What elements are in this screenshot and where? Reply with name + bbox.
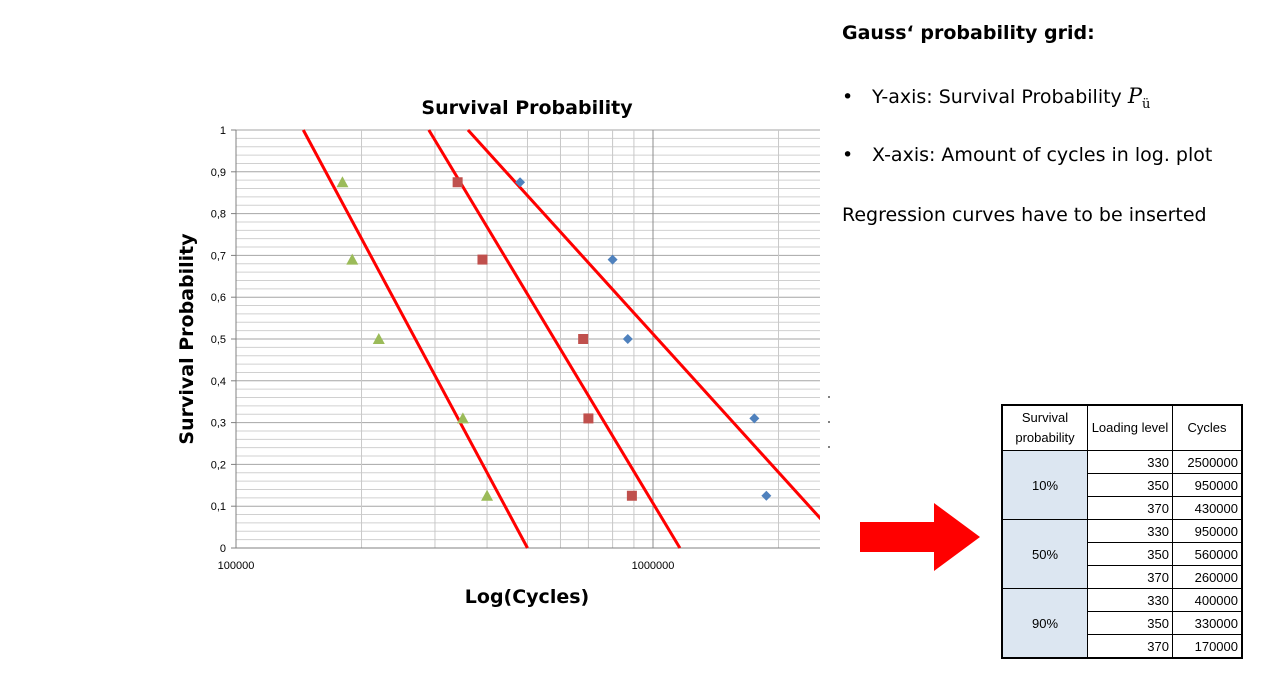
pu-symbol: Pü (1127, 84, 1151, 112)
loading-cell: 370 (1087, 565, 1173, 589)
table-row: 10% 330 2500000 (1001, 450, 1243, 520)
data-point-diamond (749, 413, 760, 424)
probability-cell: 50% (1001, 519, 1088, 589)
x-tick-label: 1000000 (632, 560, 675, 572)
y-tick-label: 0,7 (211, 250, 226, 262)
cycles-cell: 560000 (1172, 542, 1243, 566)
y-tick-label: 1 (220, 125, 226, 137)
table-row: 370 170000 (1002, 634, 1243, 659)
data-point-diamond (761, 490, 772, 501)
cycles-cell: 330000 (1172, 611, 1243, 635)
cycles-cell: 430000 (1172, 496, 1243, 520)
chart-title: Survival Probability (421, 97, 633, 119)
notes-heading: Gauss‘ probability grid: (842, 22, 1095, 44)
bullet-icon: • (842, 86, 854, 108)
y-tick-label: 0,1 (211, 501, 226, 513)
cycles-cell: 400000 (1172, 588, 1243, 612)
plot-grid (235, 129, 820, 549)
probability-cell: 10% (1001, 450, 1088, 520)
y-tick-label: 0 (220, 543, 226, 555)
y-axis-label: Survival Probability (176, 233, 198, 445)
pu-subscript: ü (1141, 97, 1151, 113)
cycles-cell: 260000 (1172, 565, 1243, 589)
table-row: 90% 330 400000 (1001, 588, 1243, 659)
cycles-cell: 950000 (1172, 519, 1243, 543)
table-row: 350 950000 (1002, 473, 1243, 497)
data-point-diamond (515, 177, 526, 188)
header-survival-probability: Survival probability (1001, 404, 1088, 451)
table-row: 370 430000 (1002, 496, 1243, 520)
loading-cell: 330 (1087, 519, 1173, 543)
header-loading-level: Loading level (1087, 404, 1173, 451)
trendline (466, 128, 820, 521)
data-point-triangle (336, 176, 349, 188)
header-cycles: Cycles (1172, 404, 1243, 451)
bullet-x-text: X-axis: Amount of cycles in log. plot (872, 144, 1213, 166)
data-point-diamond (607, 254, 618, 265)
regression-note: Regression curves have to be inserted (842, 204, 1207, 226)
y-tick-label: 0,2 (211, 459, 226, 471)
x-axis-label: Log(Cycles) (465, 586, 589, 608)
pu-letter: P (1127, 84, 1142, 108)
loading-cell: 330 (1087, 588, 1173, 612)
bullet-y-text: Y-axis: Survival Probability (872, 86, 1128, 108)
data-point-square (452, 177, 463, 188)
survival-probability-chart: 0 0,1 0,2 0,3 0,4 0,5 0,6 0,7 0,8 0,9 1 100000 1000… (176, 97, 830, 608)
y-tick-label: 0,5 (211, 334, 226, 346)
loading-cell: 370 (1087, 496, 1173, 520)
loading-cell: 350 (1087, 611, 1173, 635)
data-point-triangle (456, 412, 469, 424)
data-point-triangle (481, 489, 494, 501)
table-row: 350 330000 (1002, 611, 1243, 635)
bullet-x-axis: • X-axis: Amount of cycles in log. plot (842, 144, 1212, 166)
trendline (301, 129, 529, 549)
data-point-square (583, 413, 594, 424)
right-arrow-icon (860, 503, 980, 571)
y-tick-label: 0,6 (211, 292, 226, 304)
x-tick-label: 100000 (218, 560, 255, 572)
table-row: 350 560000 (1002, 542, 1243, 566)
y-tick-label: 0,4 (211, 376, 226, 388)
bullet-icon: • (842, 144, 854, 166)
loading-cell: 330 (1087, 450, 1173, 474)
bullet-y-axis: • Y-axis: Survival Probability Pü (842, 84, 1150, 112)
data-point-diamond (622, 334, 633, 344)
loading-cell: 350 (1087, 473, 1173, 497)
data-point-square (578, 334, 589, 344)
data-point-square (477, 254, 488, 265)
loading-cell: 370 (1087, 634, 1173, 659)
probability-cell: 90% (1001, 588, 1088, 659)
loading-cell: 350 (1087, 542, 1173, 566)
cycles-cell: 2500000 (1172, 450, 1243, 474)
y-tick-label: 0,8 (211, 209, 226, 221)
cycles-cell: 950000 (1172, 473, 1243, 497)
results-table: Survival probability Loading level Cycle… (1001, 404, 1243, 659)
data-point-triangle (372, 333, 385, 344)
table-row: 50% 330 950000 (1001, 519, 1243, 589)
table-row: 370 260000 (1002, 565, 1243, 589)
y-tick-label: 0,3 (211, 418, 226, 430)
data-point-square (626, 490, 637, 501)
data-point-triangle (346, 253, 359, 265)
y-tick-label: 0,9 (211, 167, 226, 179)
cycles-cell: 170000 (1172, 634, 1243, 659)
trendline (427, 129, 682, 549)
